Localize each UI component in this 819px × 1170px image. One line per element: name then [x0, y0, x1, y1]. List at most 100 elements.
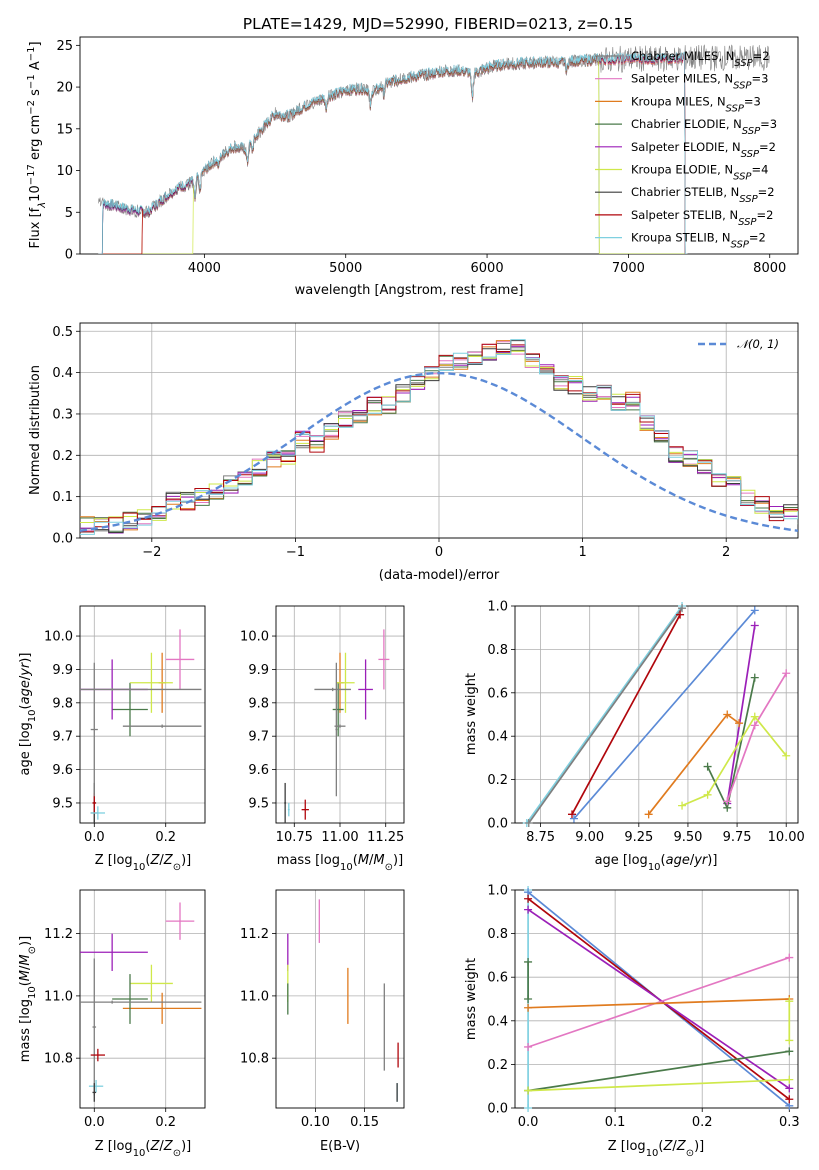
- x-tick-label: 0.1: [605, 1115, 626, 1130]
- weight-line: [528, 998, 790, 1009]
- weight-marker: [750, 712, 759, 721]
- y-tick-label: 9.7: [248, 730, 269, 745]
- spectrum-panel: 4000 5000 6000 7000 8000 0 5 10 15 20 25 wavelength…: [26, 36, 799, 298]
- weight-line: [571, 614, 681, 815]
- y-axis-label: Flux [fλ10−17 erg cm−2 s−1 A−1]: [26, 41, 48, 248]
- weight-marker: [750, 673, 759, 682]
- x-axis-label: mass [log10(M/M⊙)]: [277, 853, 403, 873]
- x-axis-label: Z [log10(Z/Z⊙)]: [608, 1139, 705, 1159]
- data-point: [80, 933, 148, 971]
- weight-marker: [785, 1084, 794, 1093]
- weight-marker: [678, 801, 687, 810]
- y-tick-label: 11.0: [240, 989, 269, 1004]
- y-tick-label: 0.3: [52, 407, 73, 422]
- y-tick-label: 1.0: [487, 884, 508, 899]
- legend-entry: Salpeter MILES, NSSP=3: [631, 72, 768, 92]
- weight-marker: [676, 610, 685, 619]
- weight-line: [573, 609, 756, 820]
- data-point: [90, 1048, 105, 1062]
- x-tick-label: 0.2: [155, 1115, 176, 1130]
- x-tick-label: 0: [435, 545, 443, 560]
- weight-marker: [735, 719, 744, 728]
- x-tick-label: 8.75: [526, 830, 555, 845]
- weight-marker: [524, 894, 533, 903]
- x-tick-label: 9.75: [723, 830, 752, 845]
- y-tick-label: 0.2: [487, 1058, 508, 1073]
- histogram-series: [80, 340, 798, 533]
- y-tick-label: 0.4: [487, 1014, 508, 1029]
- x-tick-label: 2: [722, 545, 730, 560]
- data-point: [130, 652, 173, 713]
- y-tick-label: 0.5: [52, 325, 73, 340]
- mass-vs-Z-panel: 0.0 0.2 10.8 11.0 11.2 Z [log10(Z/Z⊙)] mass [l…: [18, 889, 206, 1159]
- y-tick-label: 11.2: [240, 927, 269, 942]
- x-axis-label: (data-model)/error: [379, 568, 500, 583]
- age-vs-Z-panel: 0.0 0.2 9.5 9.6 9.7 9.8 9.9 10.0 Z [log10(Z/Z⊙)]…: [18, 605, 206, 873]
- weight-marker: [785, 997, 794, 1006]
- y-tick-label: 0.8: [487, 643, 508, 658]
- x-tick-label: 6000: [471, 261, 504, 276]
- weight-line: [528, 607, 683, 823]
- y-tick-label: 10.0: [44, 630, 73, 645]
- data-point: [335, 662, 338, 797]
- x-tick-label: 11.00: [321, 830, 358, 845]
- weight-line: [528, 1078, 790, 1092]
- weight-line: [526, 606, 683, 823]
- data-point: [301, 799, 309, 820]
- legend-entry: Chabrier STELIB, NSSP=2: [631, 185, 775, 205]
- weight-marker: [524, 1003, 533, 1012]
- weight-marker: [785, 1095, 794, 1104]
- x-axis-label: E(B-V): [320, 1139, 360, 1154]
- x-tick-label: 4000: [188, 261, 221, 276]
- axes-frame: [79, 36, 799, 255]
- axes-frame: [79, 322, 799, 539]
- y-axis-label: mass weight: [464, 673, 479, 755]
- y-tick-label: 0.4: [487, 730, 508, 745]
- weight-marker: [524, 905, 533, 914]
- y-tick-label: 1.0: [487, 600, 508, 615]
- axes-frame: [275, 889, 405, 1109]
- data-point: [358, 659, 373, 720]
- weight-marker: [723, 710, 732, 719]
- legend-entry: Kroupa STELIB, NSSP=2: [631, 231, 766, 251]
- weight-marker: [524, 819, 533, 827]
- histogram-series: [80, 350, 798, 523]
- weight-marker: [567, 810, 576, 819]
- weight-vs-age-panel: 8.75 9.00 9.25 9.50 9.75 10.00 0.0 0.2 0.4 0.6 0.8…: [464, 600, 805, 873]
- y-tick-label: 0.1: [52, 490, 73, 505]
- y-tick-label: 9.6: [52, 763, 73, 778]
- x-tick-label: 0.0: [84, 1115, 105, 1130]
- axes-frame: [275, 605, 405, 824]
- age-vs-mass-panel: 10.75 11.00 11.25 9.5 9.6 9.7 9.8 9.9 10.0 mass […: [240, 605, 405, 873]
- y-axis-label: age [log10(age/yr)]: [18, 653, 38, 776]
- data-point: [112, 974, 148, 1024]
- weight-marker: [723, 797, 732, 806]
- weight-marker: [524, 995, 533, 1003]
- y-tick-label: 9.6: [248, 763, 269, 778]
- legend-entry: Salpeter ELODIE, NSSP=2: [631, 140, 776, 160]
- x-tick-label: 10.00: [768, 830, 805, 845]
- x-tick-label: 10.75: [276, 830, 313, 845]
- legend-entry: Kroupa ELODIE, NSSP=4: [631, 163, 768, 183]
- x-tick-label: 0.2: [155, 830, 176, 845]
- y-tick-label: 9.9: [52, 663, 73, 678]
- weight-marker: [678, 604, 687, 613]
- model-spectrum: [98, 54, 688, 254]
- residual-panel: −2 −1 0 1 2 0.0 0.1 0.2 0.3 0.4 0.5 𝒩(0, 1) (data-mo…: [28, 322, 799, 583]
- x-tick-label: 5000: [329, 261, 362, 276]
- data-point: [122, 724, 202, 728]
- y-tick-label: 0.6: [487, 686, 508, 701]
- y-tick-label: 15: [56, 122, 73, 137]
- legend-entry: Salpeter STELIB, NSSP=2: [631, 208, 773, 228]
- axes-frame: [514, 605, 799, 824]
- histogram-series: [80, 343, 798, 532]
- x-tick-label: −1: [286, 545, 305, 560]
- y-tick-label: 9.8: [248, 696, 269, 711]
- x-tick-label: 0.0: [84, 830, 105, 845]
- data-point: [88, 1079, 104, 1093]
- data-point: [334, 724, 346, 728]
- y-tick-label: 25: [56, 39, 73, 54]
- x-tick-label: 9.50: [673, 830, 702, 845]
- data-point: [165, 902, 195, 940]
